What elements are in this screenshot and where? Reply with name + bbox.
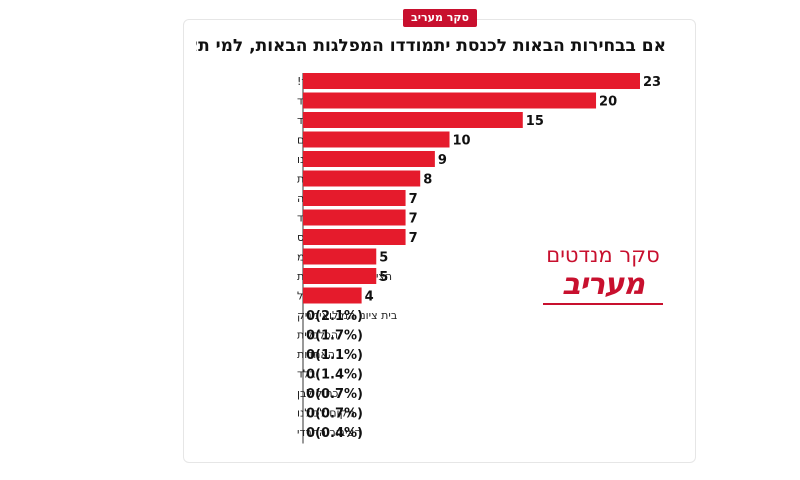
- category-label: מקום לכולנו: [297, 407, 355, 420]
- bar: [303, 112, 523, 128]
- value-label: 5: [379, 270, 388, 285]
- bar: [303, 190, 406, 206]
- value-label: 20: [599, 95, 617, 110]
- category-label: בלד: [297, 368, 316, 381]
- value-label: 15: [526, 114, 544, 129]
- source-badge: סקר מעריב: [403, 9, 477, 27]
- bar: [303, 268, 377, 284]
- bar: [303, 131, 450, 148]
- chart-title: אם בבחירות הבאות לכנסת יתמודדו המפלגות ה…: [196, 36, 666, 56]
- value-label: 4: [365, 290, 374, 305]
- logo-line2: מעריב: [562, 267, 645, 302]
- logo-line1: סקר מנדטים: [546, 243, 660, 267]
- category-label: כחול לבן: [297, 387, 339, 400]
- bar: [303, 248, 377, 265]
- value-label: 0(0.7%): [306, 407, 363, 422]
- value-label: 0(1.7%): [306, 329, 363, 344]
- value-label: 8: [423, 173, 432, 188]
- value-label: 7: [409, 212, 418, 227]
- value-label: 23: [643, 75, 661, 90]
- value-label: 7: [409, 231, 418, 246]
- bar: [303, 92, 597, 109]
- logo-underline: [543, 303, 663, 305]
- value-label: 7: [409, 192, 418, 207]
- value-label: 0(1.4%): [306, 368, 363, 383]
- value-label: 5: [379, 251, 388, 266]
- category-label: הציבור החרדי: [297, 426, 361, 439]
- bar: [303, 73, 640, 89]
- value-label: 0(0.7%): [306, 387, 363, 402]
- bar: [303, 151, 435, 167]
- category-label: בית ציוני המילואימניק: [297, 309, 397, 322]
- value-label: 0(0.4%): [306, 426, 363, 441]
- category-label: הכלכלית: [297, 329, 338, 342]
- bar: [303, 209, 406, 226]
- bar: [303, 287, 362, 304]
- category-label: האחדות: [297, 348, 335, 361]
- bar: [303, 229, 406, 245]
- value-label: 0(2.1%): [306, 309, 363, 324]
- bar: [303, 170, 421, 187]
- value-label: 0(1.1%): [306, 348, 363, 363]
- value-label: 10: [453, 134, 471, 149]
- value-label: 9: [438, 153, 447, 168]
